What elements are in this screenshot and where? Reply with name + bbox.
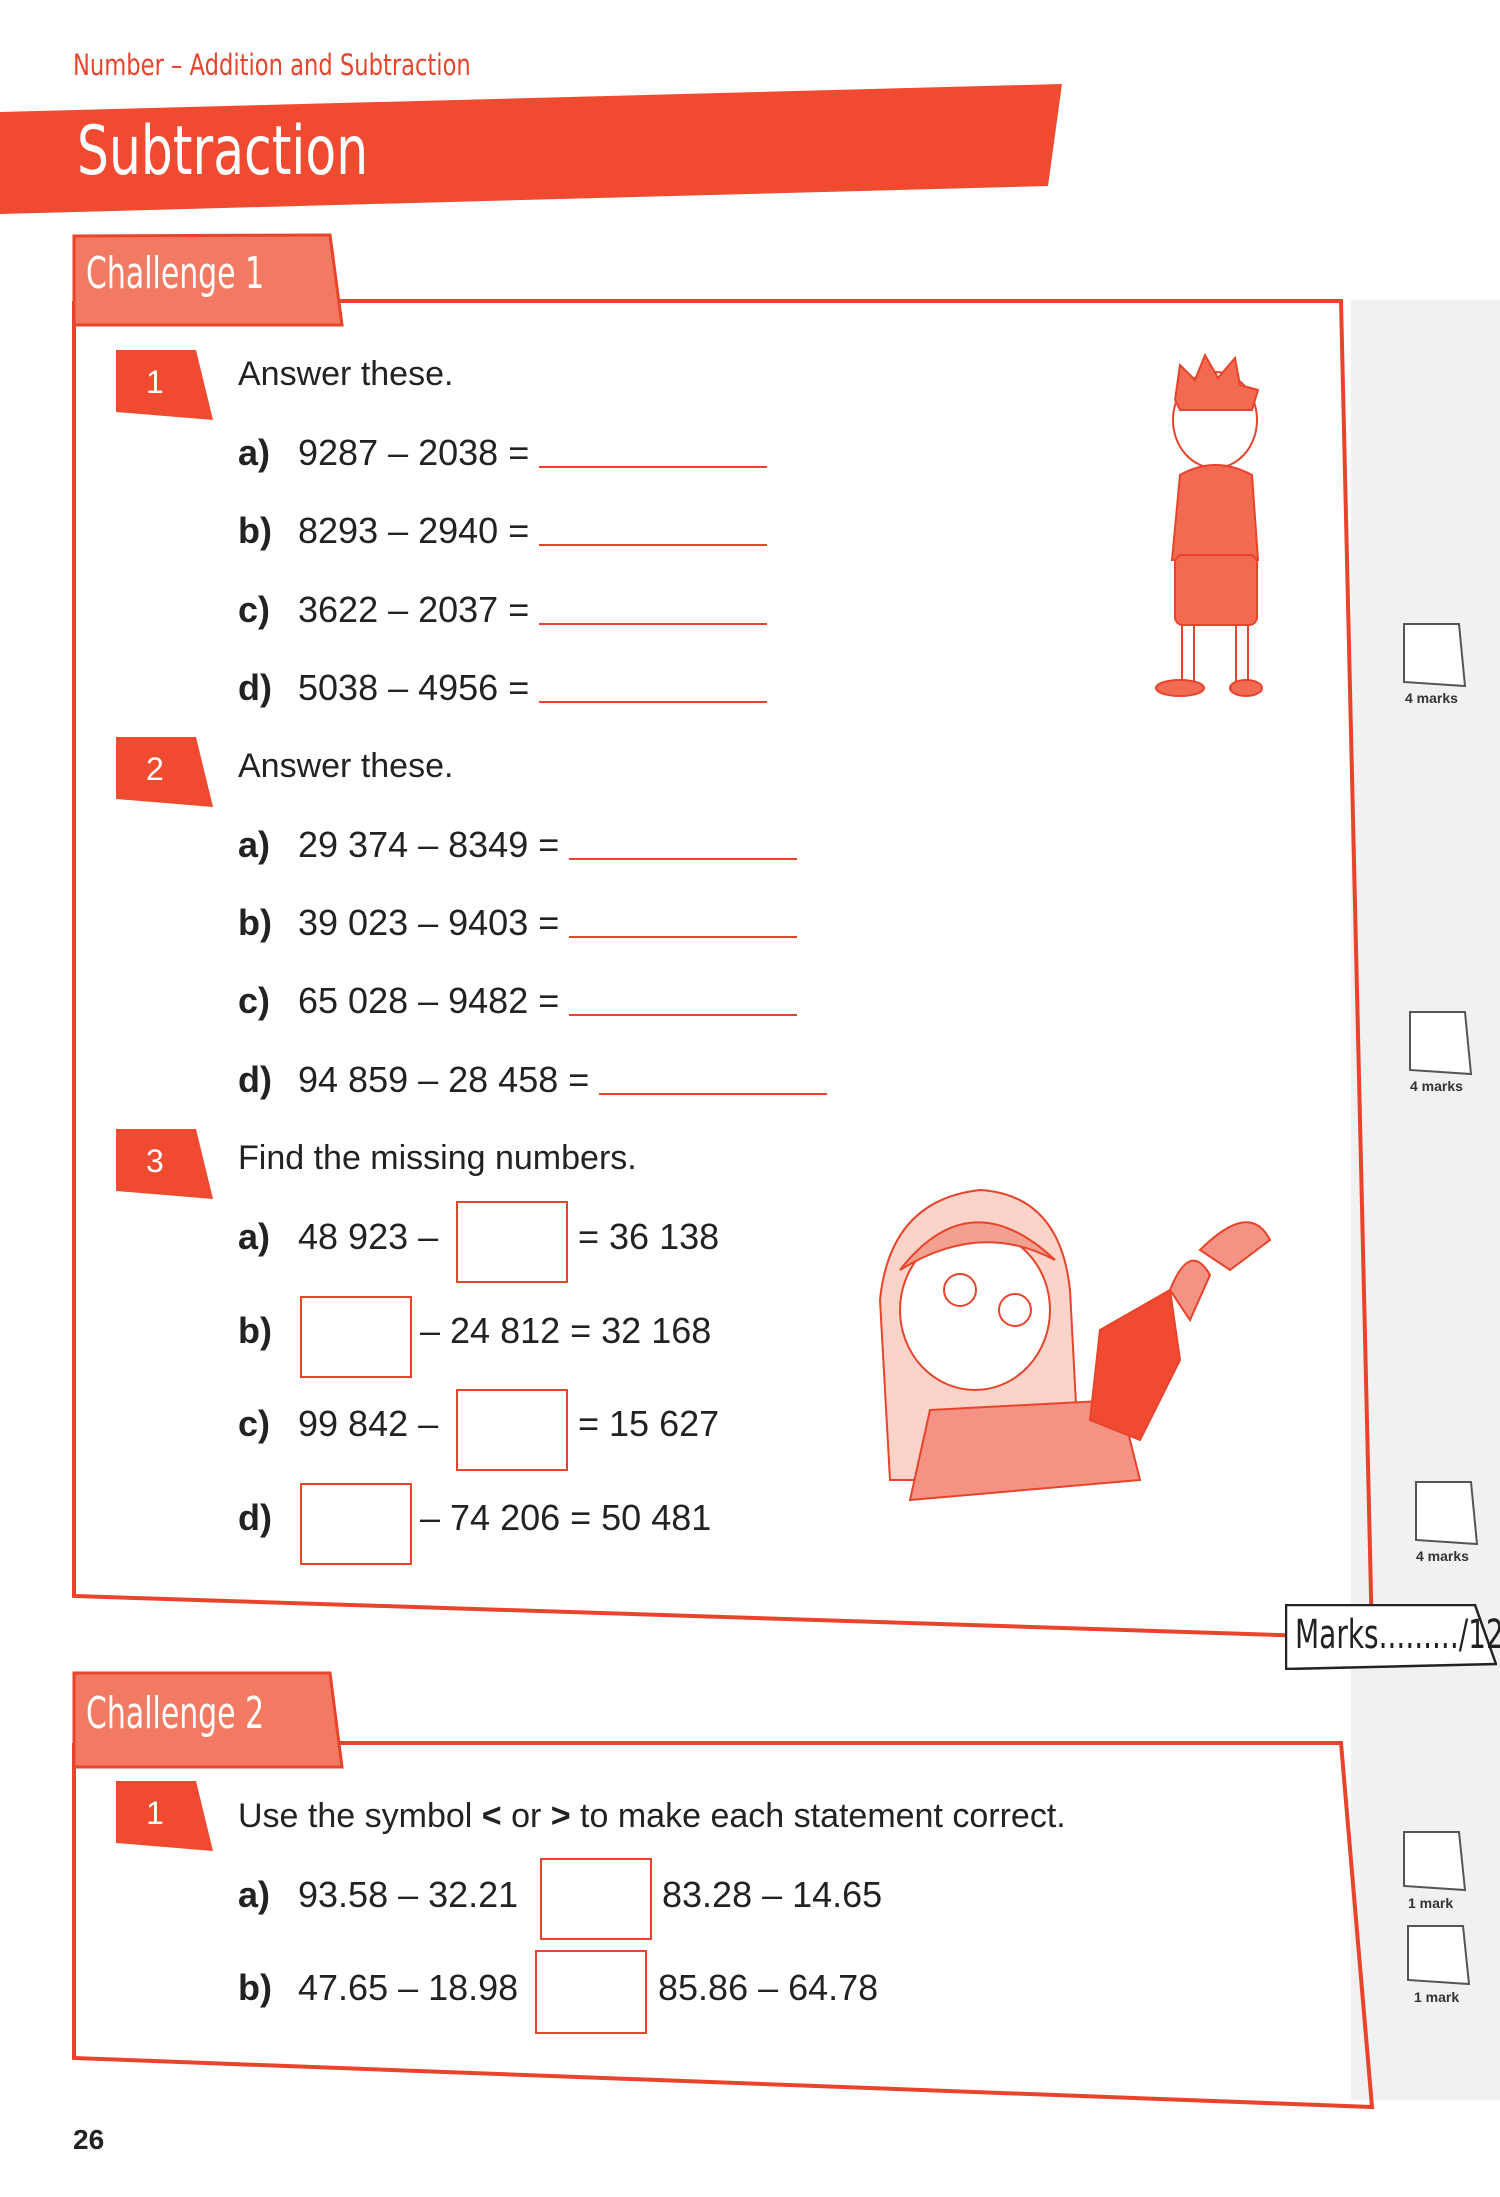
question-number: 1 (146, 1795, 164, 1831)
question-prompt: Answer these. (238, 747, 454, 785)
item-expression: 9287 – 2038 = (298, 432, 530, 473)
item-after: – 24 812 = 32 168 (420, 1310, 712, 1351)
answer-line[interactable] (569, 908, 798, 938)
marks-box[interactable] (1414, 1480, 1478, 1546)
question-item: c) 3622 – 2037 = (238, 589, 768, 631)
challenge-2-label: Challenge 2 (86, 1688, 265, 1739)
item-after: – 74 206 = 50 481 (420, 1497, 712, 1538)
challenge-1-label: Challenge 1 (86, 248, 265, 299)
marks-box[interactable] (1408, 1010, 1472, 1076)
question-item: b) 47.65 – 18.98 (238, 1967, 518, 2009)
question-prompt: Use the symbol < or > to make each state… (238, 1797, 1066, 1836)
question-item: d) (238, 1497, 298, 1539)
item-letter: a) (238, 1216, 271, 1257)
marks-label: 4 marks (1405, 690, 1458, 706)
item-expression: 29 374 – 8349 = (298, 824, 560, 865)
prompt-text: Use the symbol (238, 1797, 482, 1835)
question-number: 1 (146, 364, 164, 400)
item-expression: 65 028 – 9482 = (298, 980, 560, 1021)
question-prompt: Answer these. (238, 355, 454, 393)
answer-line[interactable] (539, 673, 768, 703)
title-banner (0, 84, 1062, 214)
item-expression: 3622 – 2037 = (298, 589, 530, 630)
left-expression: 93.58 – 32.21 (298, 1874, 519, 1915)
question-badge: 2 (116, 737, 213, 807)
marks-label: 4 marks (1416, 1548, 1469, 1564)
item-letter: d) (238, 1059, 272, 1100)
item-expression: 5038 – 4956 = (298, 667, 530, 708)
question-item: c) 65 028 – 9482 = (238, 980, 798, 1022)
symbol-box[interactable] (540, 1858, 652, 1940)
page-title: Subtraction (77, 112, 369, 191)
prompt-text: or (501, 1797, 551, 1835)
missing-number-box[interactable] (300, 1296, 412, 1378)
question-item: d) 94 859 – 28 458 = (238, 1059, 828, 1101)
less-than-symbol: < (481, 1797, 502, 1835)
question-item: b) (238, 1310, 298, 1352)
item-letter: b) (238, 1310, 272, 1351)
left-expression: 47.65 – 18.98 (298, 1967, 519, 2008)
marks-label: 1 mark (1414, 1989, 1460, 2005)
marks-box[interactable] (1402, 622, 1466, 688)
item-letter: c) (238, 1403, 271, 1444)
item-expression: 8293 – 2940 = (298, 510, 530, 551)
question-item: a) 93.58 – 32.21 (238, 1874, 518, 1916)
question-badge: 3 (116, 1129, 213, 1199)
marks-margin (1351, 300, 1500, 2100)
item-letter: a) (238, 1874, 271, 1915)
right-expression: 85.86 – 64.78 (658, 1967, 879, 2008)
item-letter: b) (238, 1967, 272, 2008)
marks-box[interactable] (1402, 1830, 1466, 1892)
symbol-box[interactable] (535, 1950, 647, 2034)
item-letter: c) (238, 589, 271, 630)
answer-line[interactable] (599, 1065, 828, 1095)
question-item: b) 8293 – 2940 = (238, 510, 768, 552)
question-item: b) 39 023 – 9403 = (238, 902, 798, 944)
total-marks-label: Marks........./12 (1295, 1612, 1500, 1658)
marks-box[interactable] (1406, 1924, 1470, 1986)
question-item: c) 99 842 – (238, 1403, 438, 1445)
item-letter: d) (238, 667, 272, 708)
prompt-text: to make each statement correct. (570, 1797, 1066, 1835)
answer-line[interactable] (539, 438, 768, 468)
question-item: a) 29 374 – 8349 = (238, 824, 798, 866)
total-marks-box[interactable]: Marks........./12 (1285, 1604, 1500, 1670)
item-letter: a) (238, 824, 271, 865)
section-heading: Number – Addition and Subtraction (73, 48, 471, 82)
marks-label: 1 mark (1408, 1895, 1454, 1911)
boy-illustration (1155, 352, 1263, 697)
answer-line[interactable] (539, 516, 768, 546)
missing-number-box[interactable] (300, 1483, 412, 1565)
missing-number-box[interactable] (456, 1201, 568, 1283)
item-after: = 15 627 (578, 1403, 720, 1444)
missing-number-box[interactable] (456, 1389, 568, 1471)
answer-line[interactable] (569, 830, 798, 860)
answer-line[interactable] (539, 595, 768, 625)
item-before: 48 923 – (298, 1216, 439, 1257)
item-after: = 36 138 (578, 1216, 720, 1257)
question-badge: 1 (116, 350, 213, 420)
item-letter: c) (238, 980, 271, 1021)
marks-label: 4 marks (1410, 1078, 1463, 1094)
question-number: 2 (146, 751, 164, 787)
question-item: d) 5038 – 4956 = (238, 667, 768, 709)
item-expression: 39 023 – 9403 = (298, 902, 560, 943)
item-letter: d) (238, 1497, 272, 1538)
question-badge: 1 (116, 1781, 213, 1851)
item-letter: b) (238, 510, 272, 551)
page-number: 26 (73, 2124, 105, 2155)
question-item: a) 48 923 – (238, 1216, 438, 1258)
item-expression: 94 859 – 28 458 = (298, 1059, 590, 1100)
answer-line[interactable] (569, 986, 798, 1016)
item-before: 99 842 – (298, 1403, 439, 1444)
right-expression: 83.28 – 14.65 (662, 1874, 883, 1915)
question-item: a) 9287 – 2038 = (238, 432, 768, 474)
greater-than-symbol: > (550, 1797, 571, 1835)
question-prompt: Find the missing numbers. (238, 1139, 637, 1177)
item-letter: a) (238, 432, 271, 473)
question-number: 3 (146, 1143, 164, 1179)
item-letter: b) (238, 902, 272, 943)
girl-illustration (878, 1188, 1272, 1502)
